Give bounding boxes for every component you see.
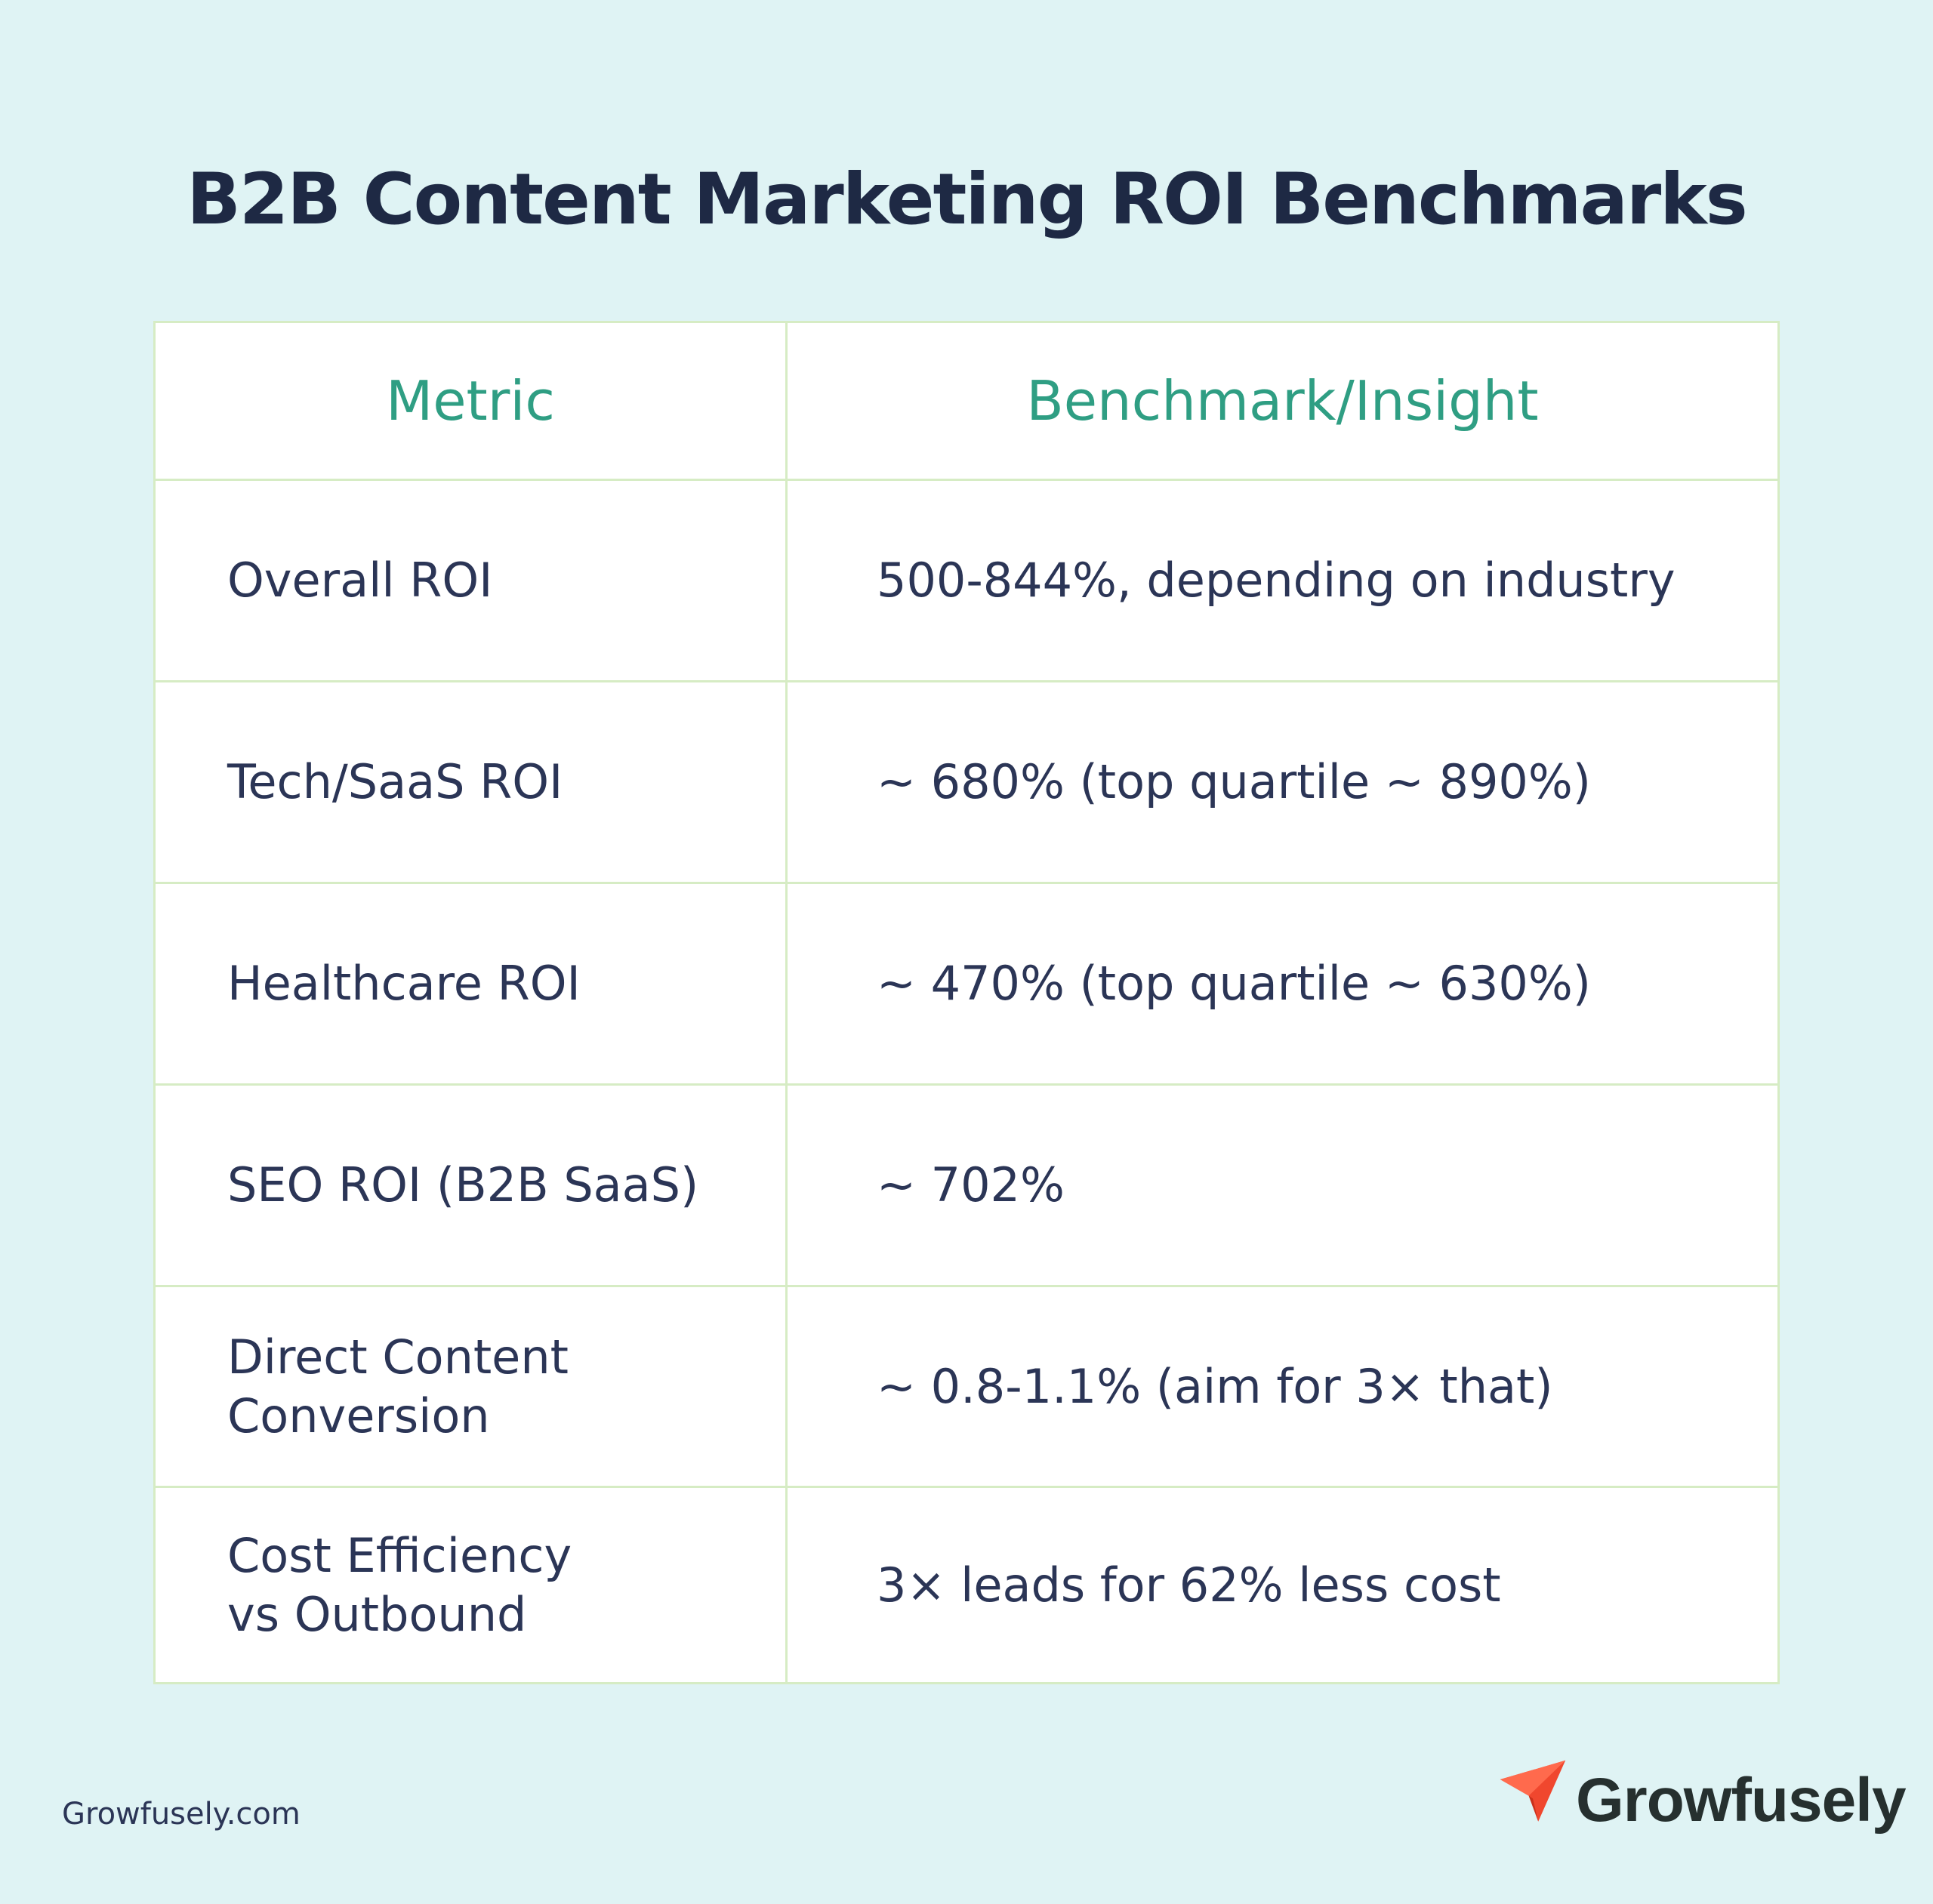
metric-label: Tech/SaaS ROI [227,754,563,809]
metric-cell: SEO ROI (B2B SaaS) [156,1086,785,1285]
header-cell-metric: Metric [156,323,785,479]
benchmark-value: ~ 470% (top quartile ~ 630%) [877,956,1591,1011]
metric-cell: Overall ROI [156,481,785,680]
metric-label: Healthcare ROI [227,956,581,1011]
table-header-row: Metric Benchmark/Insight [156,323,1777,479]
benchmark-cell: ~ 702% [788,1086,1777,1285]
brand-logo: Growfusely [1499,1755,1907,1846]
benchmark-value: ~ 680% (top quartile ~ 890%) [877,754,1591,809]
benchmark-cell: ~ 470% (top quartile ~ 630%) [788,884,1777,1083]
metric-label: Overall ROI [227,553,493,608]
page-title: B2B Content Marketing ROI Benchmarks [187,159,1748,241]
metric-label: Direct Content Conversion [227,1329,569,1443]
table-row: Healthcare ROI ~ 470% (top quartile ~ 63… [156,882,1777,1083]
benchmark-cell: ~ 680% (top quartile ~ 890%) [788,682,1777,882]
metric-cell: Direct Content Conversion [156,1287,785,1486]
table-row: SEO ROI (B2B SaaS) ~ 702% [156,1083,1777,1285]
benchmark-value: 3× leads for 62% less cost [877,1557,1501,1613]
metric-cell: Cost Efficiency vs Outbound [156,1488,785,1682]
table-row: Cost Efficiency vs Outbound 3× leads for… [156,1486,1777,1682]
column-header-metric: Metric [386,369,555,433]
metric-label: SEO ROI (B2B SaaS) [227,1157,699,1212]
benchmark-value: 500-844%, depending on industry [877,553,1676,608]
metric-cell: Tech/SaaS ROI [156,682,785,882]
metric-label: Cost Efficiency vs Outbound [227,1527,572,1642]
table-row: Tech/SaaS ROI ~ 680% (top quartile ~ 890… [156,680,1777,882]
paper-plane-icon [1500,1760,1566,1822]
column-header-benchmark: Benchmark/Insight [1026,369,1539,433]
benchmark-value: ~ 0.8-1.1% (aim for 3× that) [877,1358,1553,1414]
column-divider [785,323,788,1682]
brand-name: Growfusely [1576,1766,1907,1835]
benchmark-cell: 500-844%, depending on industry [788,481,1777,680]
benchmark-cell: ~ 0.8-1.1% (aim for 3× that) [788,1287,1777,1486]
header-cell-benchmark: Benchmark/Insight [788,323,1777,479]
benchmark-value: ~ 702% [877,1157,1065,1212]
table-row: Overall ROI 500-844%, depending on indus… [156,479,1777,680]
metric-cell: Healthcare ROI [156,884,785,1083]
benchmark-cell: 3× leads for 62% less cost [788,1488,1777,1682]
table-row: Direct Content Conversion ~ 0.8-1.1% (ai… [156,1285,1777,1486]
benchmark-table: Metric Benchmark/Insight Overall ROI 500… [153,321,1780,1684]
footer-website-url: Growfusely.com [62,1797,301,1832]
